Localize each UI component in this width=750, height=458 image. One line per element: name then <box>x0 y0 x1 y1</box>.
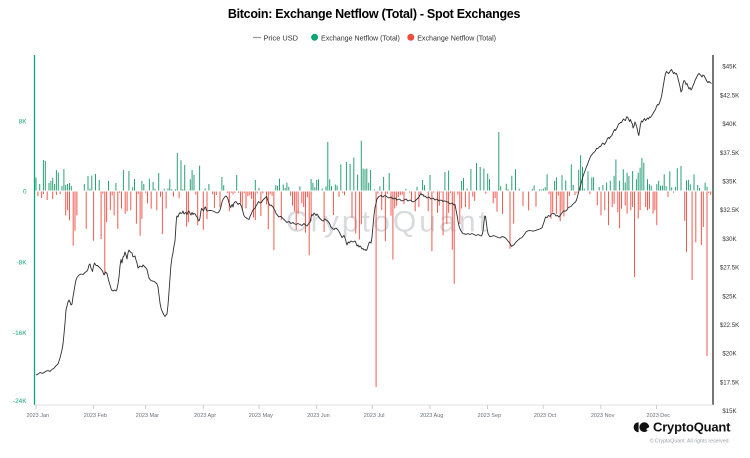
svg-text:2023 Oct: 2023 Oct <box>534 413 557 419</box>
svg-text:Exchange Netflow (Total): Exchange Netflow (Total) <box>321 34 400 42</box>
svg-text:$32.5K: $32.5K <box>720 207 739 214</box>
svg-text:$20K: $20K <box>722 351 736 358</box>
svg-text:$15K: $15K <box>722 408 736 415</box>
svg-text:$30K: $30K <box>722 236 736 243</box>
svg-text:$45K: $45K <box>722 64 736 71</box>
svg-text:2023 Jan: 2023 Jan <box>26 413 49 419</box>
svg-text:© CryptoQuant. All rights rese: © CryptoQuant. All rights reserved. <box>650 437 730 444</box>
svg-text:$37.5K: $37.5K <box>720 150 739 157</box>
svg-text:0: 0 <box>23 188 27 195</box>
svg-text:Exchange Netflow (Total): Exchange Netflow (Total) <box>417 34 496 42</box>
svg-text:2023 Sep: 2023 Sep <box>478 413 502 419</box>
svg-text:CryptoQuant: CryptoQuant <box>653 420 731 435</box>
svg-text:Price USD: Price USD <box>264 33 299 42</box>
svg-text:Bitcoin: Exchange Netflow (Tot: Bitcoin: Exchange Netflow (Total) - Spot… <box>228 7 521 21</box>
svg-text:2023 Jun: 2023 Jun <box>307 413 330 419</box>
svg-text:2023 May: 2023 May <box>249 413 273 419</box>
svg-text:$17.5K: $17.5K <box>720 379 739 386</box>
svg-text:2023 Aug: 2023 Aug <box>420 413 443 419</box>
svg-text:CryptoQuant: CryptoQuant <box>286 206 490 239</box>
svg-text:2023 Mar: 2023 Mar <box>136 413 159 419</box>
svg-text:8K: 8K <box>19 118 28 125</box>
svg-text:2023 Jul: 2023 Jul <box>364 413 385 419</box>
svg-text:2023 Apr: 2023 Apr <box>194 413 216 419</box>
svg-text:-8K: -8K <box>17 259 28 266</box>
svg-text:2023 Feb: 2023 Feb <box>84 413 107 419</box>
svg-text:-24K: -24K <box>13 398 27 405</box>
svg-text:$40K: $40K <box>722 121 736 128</box>
svg-text:$27.5K: $27.5K <box>720 265 739 272</box>
svg-text:$35K: $35K <box>722 179 736 186</box>
svg-text:-16K: -16K <box>13 330 27 337</box>
svg-text:$25K: $25K <box>722 293 736 300</box>
svg-text:$22.5K: $22.5K <box>720 322 739 329</box>
svg-text:2023 Nov: 2023 Nov <box>591 413 615 419</box>
svg-text:$42.5K: $42.5K <box>720 92 739 99</box>
svg-text:2023 Dec: 2023 Dec <box>647 413 671 419</box>
